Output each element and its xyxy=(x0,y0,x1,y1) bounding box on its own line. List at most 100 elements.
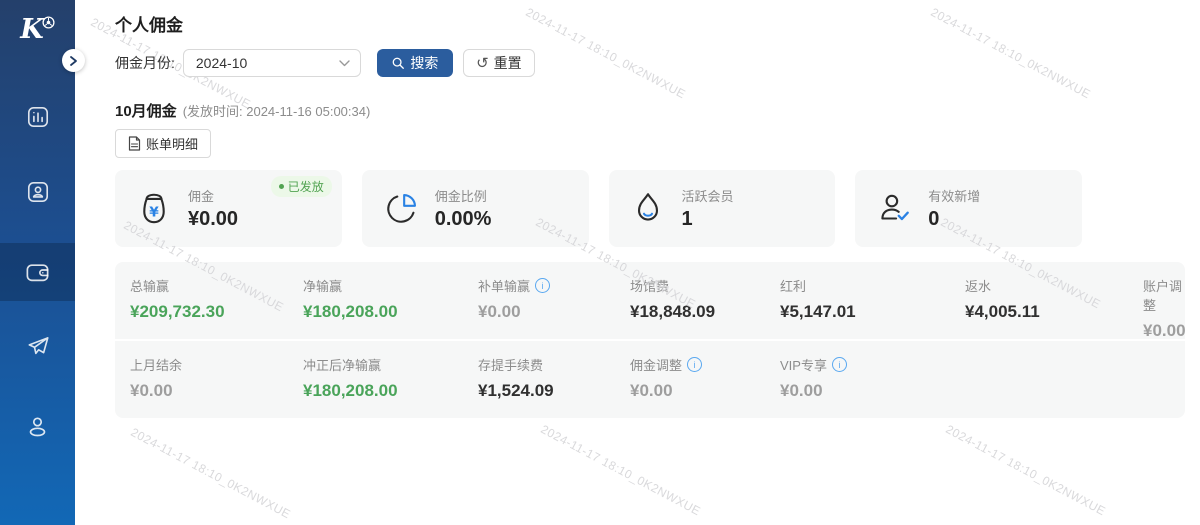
stat-cell-deposit-withdraw-fee: 存提手续费 ¥1,524.09 xyxy=(478,341,630,418)
paper-plane-icon xyxy=(28,337,49,355)
sidebar-item-reports[interactable] xyxy=(0,88,75,146)
stat-cell-account-adjustment: 账户调整 ¥0.00 xyxy=(1143,262,1186,341)
commission-rate-card: 佣金比例 0.00% xyxy=(361,170,589,247)
cell-value: ¥180,208.00 xyxy=(303,302,398,321)
stat-cell-rebate: 返水 ¥4,005.11 xyxy=(965,262,1143,341)
card-label: 活跃会员 xyxy=(681,189,734,204)
document-icon xyxy=(128,136,141,151)
sidebar-item-profile[interactable] xyxy=(0,397,75,455)
cell-value: ¥180,208.00 xyxy=(303,381,398,400)
cell-label: 佣金调整 xyxy=(630,358,683,373)
info-icon[interactable]: i xyxy=(687,357,703,372)
cell-label: 场馆费 xyxy=(630,279,670,294)
sidebar-item-wallet[interactable] xyxy=(0,243,75,301)
row-divider xyxy=(115,339,1185,341)
page-title: 个人佣金 xyxy=(115,16,183,35)
chevron-right-icon xyxy=(70,55,77,66)
member-check-icon xyxy=(881,194,910,220)
bill-detail-label: 账单明细 xyxy=(146,137,199,152)
cell-label: 净输赢 xyxy=(303,279,343,294)
watermark: 2024-11-17 18:10_0K2NWXUE xyxy=(128,425,294,522)
card-text: 佣金 ¥0.00 xyxy=(188,186,238,231)
card-value: 0 xyxy=(928,208,940,230)
flame-icon xyxy=(637,192,658,221)
bill-detail-button[interactable]: 账单明细 xyxy=(115,129,212,158)
card-label: 有效新增 xyxy=(928,189,981,204)
cell-label: 红利 xyxy=(780,279,807,294)
issue-time-note: (发放时间: 2024-11-16 05:00:34) xyxy=(182,104,371,119)
sidebar-item-members[interactable] xyxy=(0,163,75,221)
card-value: 1 xyxy=(681,208,693,230)
table-row: 总输赢 ¥209,732.30 净输赢 ¥180,208.00 补单输赢 i ¥0… xyxy=(115,262,1186,341)
commission-period-line: 10月佣金 (发放时间: 2024-11-16 05:00:34) xyxy=(115,100,370,121)
soccer-ball-icon xyxy=(42,15,55,29)
month-filter-label: 佣金月份: xyxy=(115,55,175,71)
stat-cell-net-winloss: 净输赢 ¥180,208.00 xyxy=(303,262,478,341)
stat-cell-vip-exclusive: VIP专享 i ¥0.00 xyxy=(780,341,965,418)
brand-logo-letter: K xyxy=(20,13,44,45)
member-card-icon xyxy=(27,181,48,203)
card-label: 佣金比例 xyxy=(434,189,487,204)
status-dot-icon xyxy=(278,184,284,189)
cell-label: VIP专享 xyxy=(780,358,827,373)
info-icon[interactable]: i xyxy=(831,357,847,372)
profile-icon xyxy=(29,416,46,436)
sidebar-collapse-button[interactable] xyxy=(62,49,85,72)
cell-value: ¥0.00 xyxy=(478,302,521,321)
watermark: 2024-11-17 18:10_0K2NWXUE xyxy=(928,5,1094,102)
pie-chart-icon xyxy=(387,193,416,223)
card-value: ¥0.00 xyxy=(188,208,239,230)
chevron-down-icon xyxy=(339,59,350,66)
issued-status-label: 已发放 xyxy=(287,180,324,194)
card-text: 有效新增 0 xyxy=(928,186,980,231)
new-members-card: 有效新增 0 xyxy=(855,170,1082,247)
info-icon[interactable]: i xyxy=(535,278,551,293)
reset-button[interactable]: ↺ 重置 xyxy=(462,49,535,77)
search-icon xyxy=(393,57,405,69)
search-button[interactable]: 搜索 xyxy=(376,49,453,77)
stat-cell-corrected-net-winloss: 冲正后净输赢 ¥180,208.00 xyxy=(303,341,478,418)
sidebar-item-promotions[interactable] xyxy=(0,317,75,375)
month-select-value: 2024-10 xyxy=(195,55,248,71)
watermark: 2024-11-17 18:10_0K2NWXUE xyxy=(523,5,689,102)
stat-cell-commission-adjustment: 佣金调整 i ¥0.00 xyxy=(630,341,780,418)
stat-cell-total-winloss: 总输赢 ¥209,732.30 xyxy=(130,262,303,341)
bar-chart-icon xyxy=(27,106,48,128)
cell-label: 总输赢 xyxy=(130,279,170,294)
table-row: 上月结余 ¥0.00 冲正后净输赢 ¥180,208.00 存提手续费 ¥1,5… xyxy=(115,341,1185,418)
month-select[interactable]: 2024-10 xyxy=(182,49,361,77)
commission-card: ¥ 佣金 ¥0.00 已发放 xyxy=(115,170,342,247)
issued-status-badge: 已发放 xyxy=(270,176,332,197)
cell-label: 账户调整 xyxy=(1143,279,1183,313)
cell-label: 冲正后净输赢 xyxy=(303,358,382,373)
stat-cell-adjust-winloss: 补单输赢 i ¥0.00 xyxy=(478,262,630,341)
cell-value: ¥18,848.09 xyxy=(630,302,716,321)
cell-value: ¥209,732.30 xyxy=(130,302,225,321)
commission-breakdown-table: 总输赢 ¥209,732.30 净输赢 ¥180,208.00 补单输赢 i ¥0… xyxy=(115,262,1186,418)
filter-row: 佣金月份: 2024-10 搜索 ↺ 重置 xyxy=(115,48,535,78)
active-members-card: 活跃会员 1 xyxy=(608,170,836,247)
cell-value: ¥0.00 xyxy=(1143,321,1186,340)
cell-label: 存提手续费 xyxy=(478,358,544,373)
stat-cards-row: ¥ 佣金 ¥0.00 已发放 佣金比例 0.00% xyxy=(115,170,1082,247)
commission-period-title: 10月佣金 xyxy=(115,103,177,120)
card-text: 活跃会员 1 xyxy=(682,186,734,231)
reset-button-label: 重置 xyxy=(493,55,522,71)
cell-value: ¥5,147.01 xyxy=(780,302,856,321)
cell-label: 返水 xyxy=(965,279,992,294)
watermark: 2024-11-17 18:10_0K2NWXUE xyxy=(943,422,1109,519)
money-pouch-icon: ¥ xyxy=(143,193,165,223)
cell-value: ¥0.00 xyxy=(630,381,673,400)
stat-cell-last-month-balance: 上月结余 ¥0.00 xyxy=(130,341,303,418)
reset-icon: ↺ xyxy=(476,54,489,72)
cell-value: ¥4,005.11 xyxy=(965,302,1040,321)
brand-logo[interactable]: K xyxy=(0,8,75,50)
cell-label: 上月结余 xyxy=(130,358,183,373)
cell-value: ¥0.00 xyxy=(780,381,823,400)
search-button-label: 搜索 xyxy=(410,55,439,71)
watermark: 2024-11-17 18:10_0K2NWXUE xyxy=(538,422,704,519)
cell-value: ¥1,524.09 xyxy=(478,381,554,400)
sidebar: K xyxy=(0,0,75,525)
cell-value: ¥0.00 xyxy=(130,381,173,400)
